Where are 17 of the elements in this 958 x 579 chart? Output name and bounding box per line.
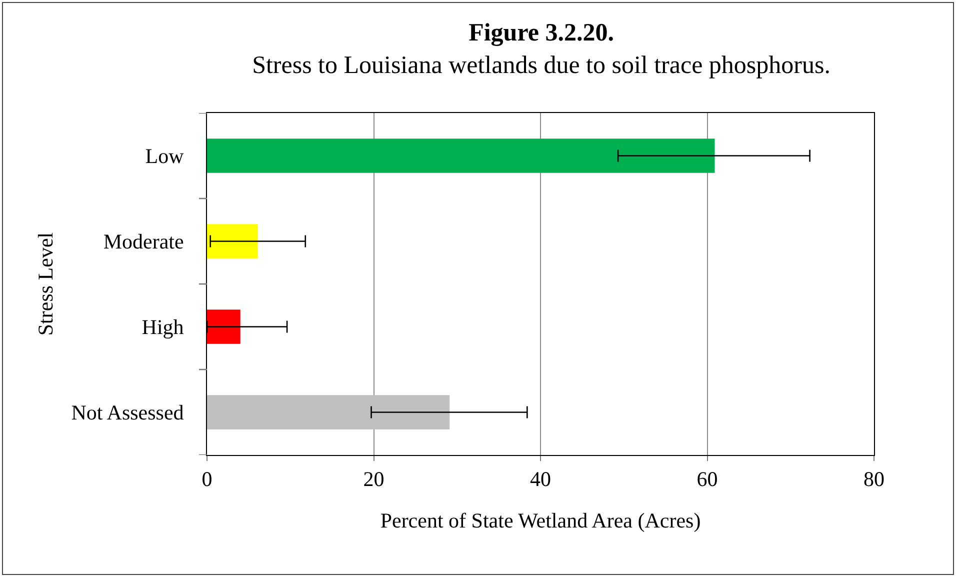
bar (207, 310, 240, 344)
chart-title: Figure 3.2.20. (468, 20, 614, 47)
y-tick-label: Not Assessed (71, 400, 184, 425)
x-tick-label: 80 (864, 467, 884, 492)
y-tick-label: Moderate (103, 230, 184, 254)
bar (207, 395, 450, 430)
x-tick-label: 20 (363, 467, 384, 492)
x-tick-label: 40 (530, 467, 551, 492)
y-tick-label: Low (145, 144, 185, 168)
bar (207, 224, 258, 258)
x-axis-title: Percent of State Wetland Area (Acres) (380, 508, 701, 532)
chart-subtitle: Stress to Louisiana wetlands due to soil trace phosphorus. (252, 52, 830, 80)
y-tick-label: High (142, 315, 184, 340)
bar (207, 138, 715, 173)
y-axis-title: Stress Level (33, 232, 58, 336)
x-tick-label: 60 (696, 467, 718, 492)
x-tick-label: 0 (202, 467, 212, 492)
